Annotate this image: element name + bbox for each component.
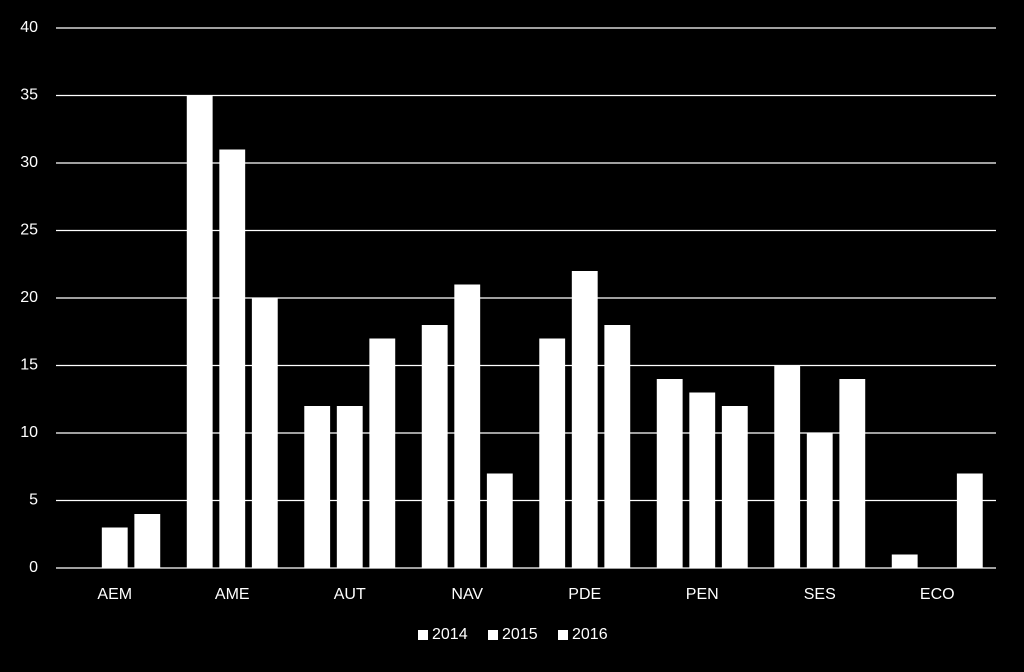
legend-label: 2015 [502,626,538,643]
bar [571,271,598,568]
y-tick-label: 30 [20,154,38,171]
bar [186,95,213,568]
bar [604,325,631,568]
y-tick-label: 0 [29,559,38,576]
bar [656,379,683,568]
bar [251,298,278,568]
x-tick-label: PEN [686,586,719,603]
legend-label: 2016 [572,626,608,643]
legend-swatch [488,630,498,640]
x-tick-label: AUT [334,586,366,603]
bar [336,406,363,568]
legend-label: 2014 [432,626,468,643]
bar [956,473,983,568]
y-tick-label: 20 [20,289,38,306]
x-tick-label: PDE [568,586,601,603]
bar [774,365,801,568]
x-tick-label: ECO [920,586,955,603]
y-tick-label: 10 [20,424,38,441]
y-tick-label: 25 [20,222,38,239]
bar [806,433,833,568]
y-tick-label: 35 [20,87,38,104]
bar [304,406,331,568]
bar [486,473,513,568]
bar [539,338,566,568]
x-tick-label: AEM [97,586,132,603]
bar [891,554,918,568]
legend-swatch [418,630,428,640]
y-tick-label: 5 [29,492,38,509]
bar [219,149,246,568]
bar [134,514,161,568]
y-tick-label: 15 [20,357,38,374]
legend-swatch [558,630,568,640]
bar [369,338,396,568]
y-tick-label: 40 [20,19,38,36]
bar [721,406,748,568]
bar [689,392,716,568]
x-tick-label: AME [215,586,250,603]
x-tick-label: SES [804,586,836,603]
bar [101,527,128,568]
bar [839,379,866,568]
x-tick-label: NAV [451,586,483,603]
bar [454,284,481,568]
bar [421,325,448,568]
